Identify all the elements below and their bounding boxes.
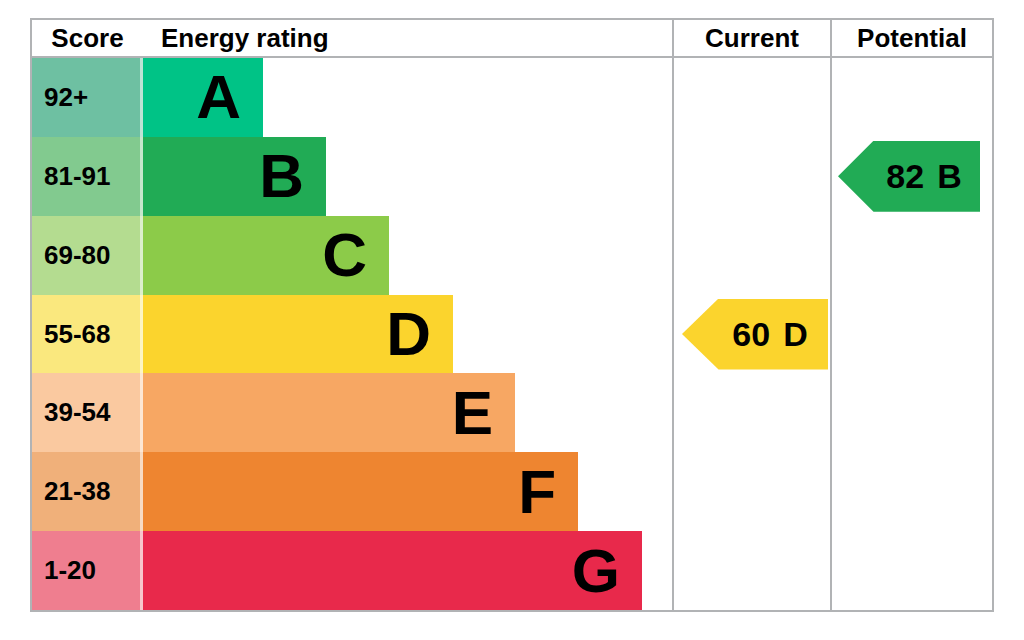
epc-rating-table: Score Energy rating Current Potential 92… [30,18,994,612]
header-potential-label: Potential [830,20,992,56]
band-row-f: 21-38 F [32,452,992,531]
band-score-range-b: 81-91 [32,137,143,216]
header-score-label: Score [32,20,143,56]
epc-chart-page: Score Energy rating Current Potential 92… [0,0,1024,640]
band-row-c: 69-80 C [32,216,992,295]
potential-band-letter: B [937,157,962,196]
band-score-range-a: 92+ [32,58,143,137]
current-score-value: 60 [732,315,770,354]
band-score-range-d: 55-68 [32,295,143,374]
band-bar-e: E [143,373,515,452]
header-energy-rating-label: Energy rating [143,20,672,56]
potential-column-divider [830,58,832,610]
header-current-label: Current [672,20,830,56]
band-bar-g: G [143,531,642,610]
band-bar-c: C [143,216,389,295]
band-bar-f: F [143,452,578,531]
band-row-d: 55-68 D [32,295,992,374]
band-score-range-e: 39-54 [32,373,143,452]
band-row-a: 92+ A [32,58,992,137]
current-band-letter: D [783,315,808,354]
band-row-g: 1-20 G [32,531,992,610]
epc-header-row: Score Energy rating Current Potential [32,20,992,58]
band-row-e: 39-54 E [32,373,992,452]
potential-score-value: 82 [886,157,924,196]
band-bar-b: B [143,137,326,216]
band-score-range-f: 21-38 [32,452,143,531]
current-column-divider [672,58,674,610]
epc-body: 92+ A 81-91 B 69-80 C 55-68 D 39-54 E 21… [32,58,992,610]
band-bar-d: D [143,295,453,374]
band-score-range-g: 1-20 [32,531,143,610]
band-score-range-c: 69-80 [32,216,143,295]
band-bar-a: A [143,58,263,137]
